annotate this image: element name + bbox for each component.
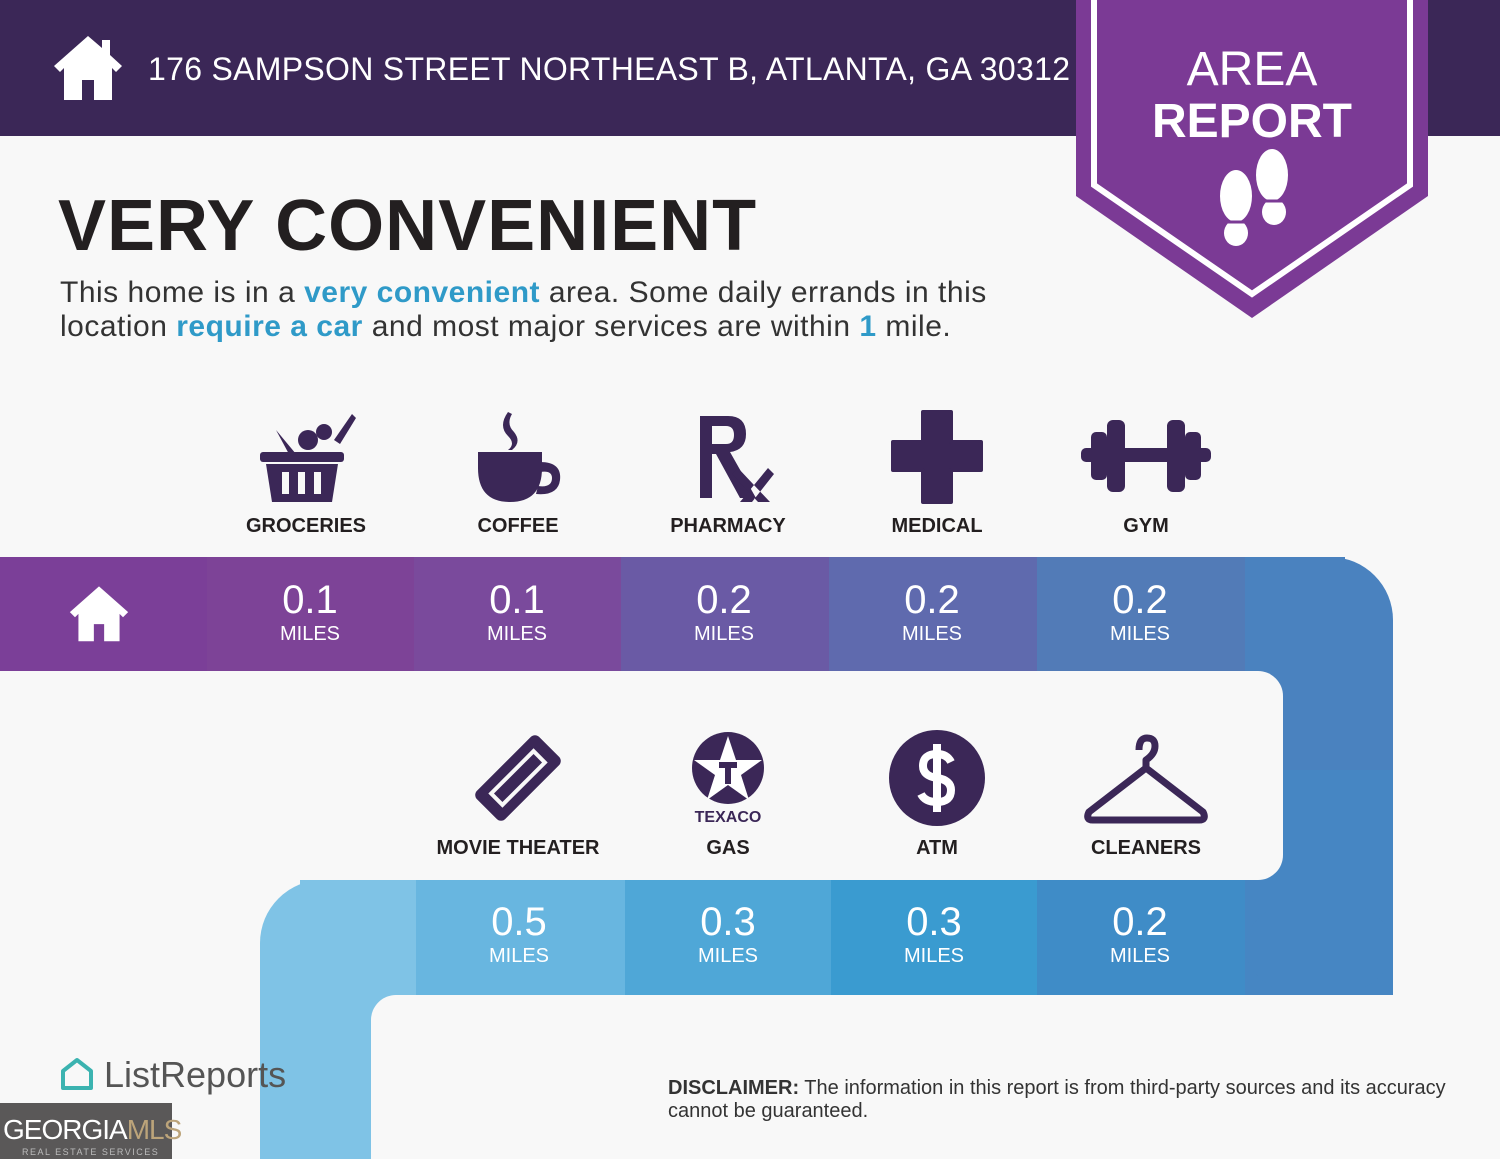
category-pharmacy: PHARMACY [624,410,832,538]
listreports-house-icon [61,1058,93,1090]
distance-segment [1037,557,1245,671]
distance-unit: MILES [903,945,965,967]
svg-text:TEXACO: TEXACO [695,809,762,826]
property-address: 176 SAMPSON STREET NORTHEAST B, ATLANTA,… [148,51,1071,87]
distance-unit: MILES [279,623,341,645]
distance-segment [1037,880,1245,995]
distance-segment [621,557,829,671]
distance-groceries: 0.1 MILES [206,578,414,646]
rx-icon [700,416,774,502]
distance-unit: MILES [486,623,548,645]
distance-value: 0.1 [489,578,545,622]
disclaimer: DISCLAIMER: The information in this repo… [668,1077,1446,1122]
label: MOVIE THEATER [436,837,600,859]
grocery-basket-icon [260,414,356,502]
label: GYM [1123,515,1169,537]
label: CLEANERS [1090,837,1201,859]
ticket-icon [475,735,561,821]
distance-value: 0.1 [282,578,338,622]
distance-unit: MILES [1109,945,1171,967]
texaco-icon: TEXACO [692,732,764,826]
distance-value: 0.2 [1112,900,1168,944]
distance-medical: 0.2 MILES [828,578,1036,646]
distance-unit: MILES [693,623,755,645]
badge-title: AREA REPORT [1151,43,1352,148]
category-movie-theater: MOVIE THEATER [414,730,622,860]
distance-segment [831,880,1037,995]
area-report-badge [1076,0,1428,318]
distance-unit: MILES [901,623,963,645]
hanger-icon [1084,734,1208,824]
distance-value: 0.5 [491,900,547,944]
footprints-icon [1220,149,1288,246]
listreports-logo: ListReports [60,1054,286,1096]
distance-value: 0.3 [906,900,962,944]
distance-unit: MILES [697,945,759,967]
label: MEDICAL [891,515,983,537]
description: This home is in a very convenient area. … [60,276,987,343]
distance-gym: 0.2 MILES [1036,578,1244,646]
distance-unit: MILES [488,945,550,967]
label: PHARMACY [670,515,786,537]
distance-gas: 0.3 MILES [624,900,832,968]
house-icon [54,36,122,100]
distance-segment [625,880,831,995]
category-medical: MEDICAL [833,410,1041,538]
distance-atm: 0.3 MILES [830,900,1038,968]
distance-pharmacy: 0.2 MILES [620,578,828,646]
category-gym: GYM [1042,410,1250,538]
distance-coffee: 0.1 MILES [413,578,621,646]
category-coffee: COFFEE [414,410,622,538]
distance-segment [829,557,1037,671]
category-groceries: GROCERIES [202,410,410,538]
distance-unit: MILES [1109,623,1171,645]
label: ATM [916,837,958,859]
coffee-cup-icon [478,412,561,502]
home-icon [69,586,129,642]
distance-cleaners: 0.2 MILES [1036,900,1244,968]
label: GAS [706,837,750,859]
distance-value: 0.3 [700,900,756,944]
category-gas: TEXACO GAS [624,730,832,860]
dollar-icon [889,730,985,826]
category-cleaners: CLEANERS [1042,730,1250,860]
georgia-mls-logo: GEORGIAMLS REAL ESTATE SERVICES [0,1103,182,1159]
headline: VERY CONVENIENT [58,186,758,266]
distance-movie-theater: 0.5 MILES [415,900,623,968]
distance-value: 0.2 [696,578,752,622]
medical-cross-icon [891,410,983,504]
dumbbell-icon [1081,420,1211,492]
label: GROCERIES [245,515,367,537]
category-atm: ATM [833,730,1041,860]
distance-segment [207,557,415,671]
distance-value: 0.2 [904,578,960,622]
label: COFFEE [477,515,559,537]
distance-segment [416,880,625,995]
distance-segment [414,557,622,671]
distance-value: 0.2 [1112,578,1168,622]
